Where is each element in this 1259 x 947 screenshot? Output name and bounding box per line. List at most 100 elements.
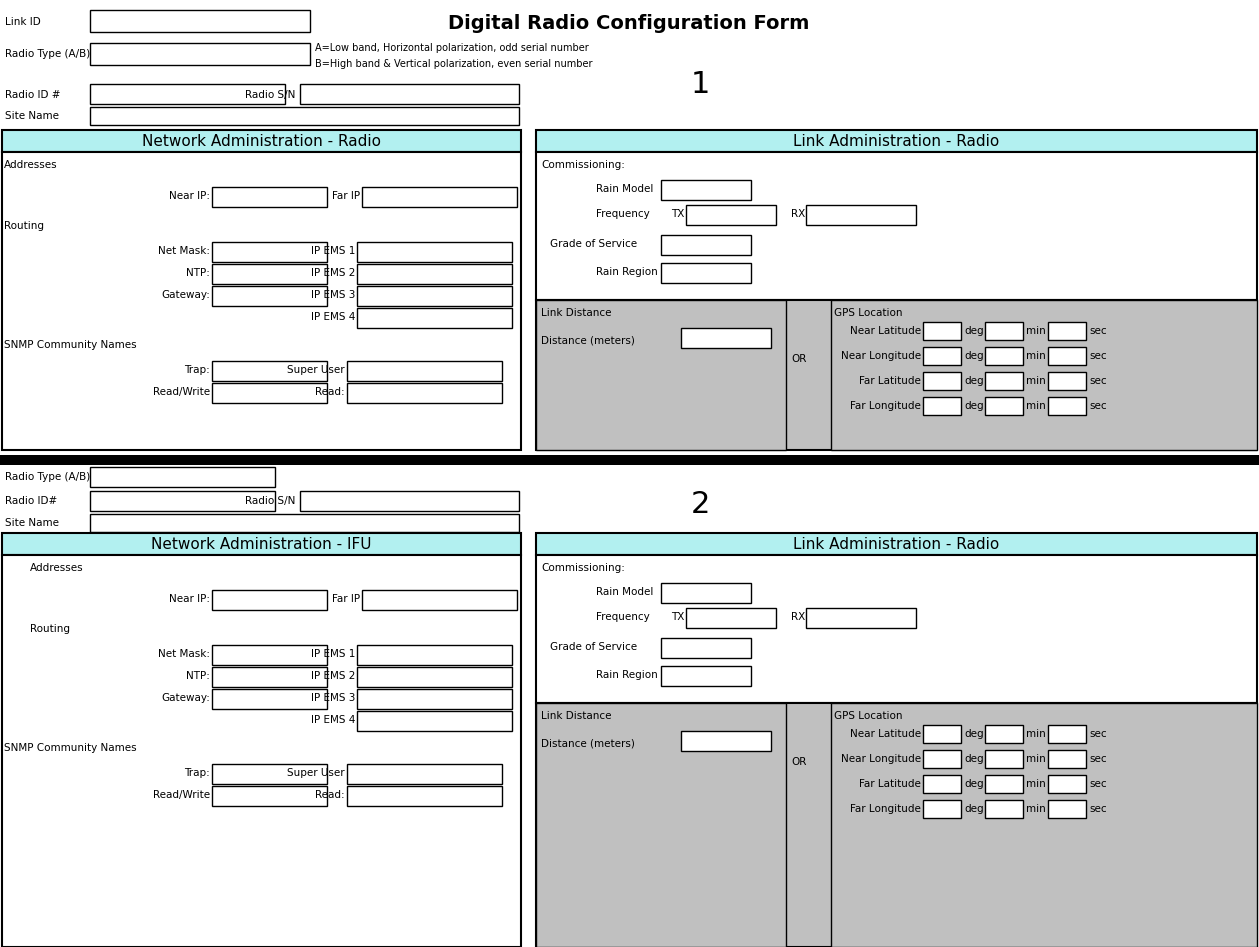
Text: Trap:: Trap: [184,365,210,375]
Text: SNMP Community Names: SNMP Community Names [4,743,137,753]
Text: Radio Type (A/B): Radio Type (A/B) [5,472,91,482]
Text: deg: deg [964,376,983,386]
Bar [0,455,1259,465]
Text: RX: RX [791,209,806,219]
Text: SNMP Community Names: SNMP Community Names [4,340,137,350]
Bar [661,583,752,603]
Bar [923,372,961,390]
Bar [923,750,961,768]
Text: Gateway:: Gateway: [161,693,210,703]
Bar [661,235,752,255]
Text: deg: deg [964,729,983,739]
Bar [686,205,776,225]
Bar [89,84,285,104]
Bar [212,590,327,610]
Bar [923,800,961,818]
Bar [347,764,502,784]
Text: deg: deg [964,804,983,814]
Bar [923,347,961,365]
Text: Link Administration - Radio: Link Administration - Radio [793,134,1000,149]
Text: Gateway:: Gateway: [161,290,210,300]
Text: Read:: Read: [315,790,345,800]
Text: Radio Type (A/B): Radio Type (A/B) [5,49,91,59]
Text: Frequency: Frequency [596,612,650,622]
Text: Distance (meters): Distance (meters) [541,738,635,748]
Bar [89,514,519,532]
Text: IP EMS 3: IP EMS 3 [311,290,355,300]
Text: min: min [1026,804,1046,814]
Text: B=High band & Vertical polarization, even serial number: B=High band & Vertical polarization, eve… [315,59,593,69]
Bar [1047,775,1087,793]
Text: Far IP: Far IP [332,594,360,604]
Text: GPS Location: GPS Location [833,308,903,318]
Text: sec: sec [1089,779,1107,789]
Text: Site Name: Site Name [5,518,59,528]
Text: Radio S/N: Radio S/N [244,496,295,506]
Text: Near Longitude: Near Longitude [841,754,922,764]
Bar [212,264,327,284]
Bar [985,322,1024,340]
Bar [681,328,771,348]
Text: sec: sec [1089,729,1107,739]
Bar [985,725,1024,743]
Text: Network Administration - Radio: Network Administration - Radio [142,134,381,149]
Text: min: min [1026,351,1046,361]
Bar [985,750,1024,768]
Text: 2: 2 [690,490,710,519]
Text: NTP:: NTP: [186,671,210,681]
Text: IP EMS 4: IP EMS 4 [311,312,355,322]
Bar [89,10,310,32]
Text: IP EMS 1: IP EMS 1 [311,649,355,659]
Text: IP EMS 3: IP EMS 3 [311,693,355,703]
Bar [363,187,517,207]
Bar [806,205,917,225]
Text: Routing: Routing [30,624,71,634]
Bar [536,703,1256,947]
Bar [985,372,1024,390]
Text: sec: sec [1089,326,1107,336]
Text: deg: deg [964,754,983,764]
Bar [212,786,327,806]
Text: Distance (meters): Distance (meters) [541,335,635,345]
Bar [358,645,512,665]
Bar [212,667,327,687]
Text: deg: deg [964,401,983,411]
Text: IP EMS 2: IP EMS 2 [311,268,355,278]
Bar [536,300,786,450]
Bar [212,361,327,381]
Text: min: min [1026,326,1046,336]
Text: Near IP:: Near IP: [169,191,210,201]
Text: Rain Region: Rain Region [596,267,657,277]
Text: min: min [1026,729,1046,739]
Text: Grade of Service: Grade of Service [550,642,637,652]
Text: Addresses: Addresses [4,160,58,170]
Bar [923,322,961,340]
Bar [358,264,512,284]
Text: TX: TX [671,209,685,219]
Text: Super User: Super User [287,365,345,375]
Text: Far Longitude: Far Longitude [850,401,922,411]
Bar [661,638,752,658]
Text: Site Name: Site Name [5,111,59,121]
Text: GPS Location: GPS Location [833,711,903,721]
Bar [536,300,1256,450]
Bar [923,397,961,415]
Text: Link Administration - Radio: Link Administration - Radio [793,537,1000,551]
Text: IP EMS 4: IP EMS 4 [311,715,355,725]
Text: OR: OR [791,757,806,767]
Bar [1047,372,1087,390]
Text: Commissioning:: Commissioning: [541,160,624,170]
Bar [212,689,327,709]
Bar [358,242,512,262]
Text: Link ID: Link ID [5,17,40,27]
Text: Radio ID#: Radio ID# [5,496,57,506]
Text: Read:: Read: [315,387,345,397]
Text: Radio S/N: Radio S/N [244,90,295,100]
Text: min: min [1026,376,1046,386]
Text: TX: TX [671,612,685,622]
Text: Near IP:: Near IP: [169,594,210,604]
Text: Digital Radio Configuration Form: Digital Radio Configuration Form [448,14,810,33]
Text: Routing: Routing [4,221,44,231]
Text: Rain Model: Rain Model [596,587,653,597]
Text: sec: sec [1089,401,1107,411]
